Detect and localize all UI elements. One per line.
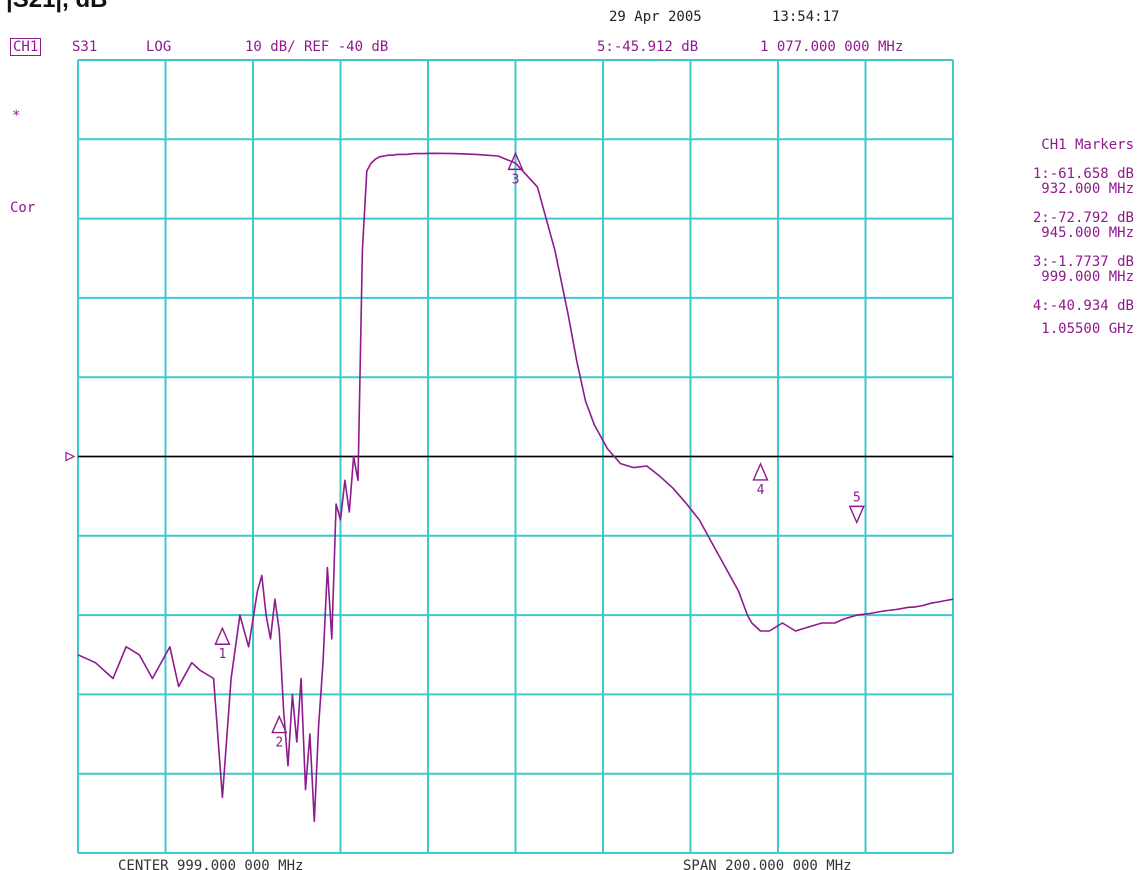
- marker-value: 1:-61.658 dB: [1032, 166, 1134, 182]
- channel-badge[interactable]: CH1: [10, 38, 42, 56]
- marker-1-label: 1: [218, 647, 226, 662]
- date-label: 29 Apr 2005: [609, 9, 702, 25]
- series-line: [77, 152, 954, 823]
- marker-5-label: 5: [853, 490, 861, 505]
- marker-entry-1: 1:-61.658 dB 932.000 MHz: [1000, 167, 1134, 197]
- marker-entry-3: 3:-1.7737 dB 999.000 MHz: [1000, 255, 1134, 285]
- marker-frequency: 999.000 MHz: [1041, 269, 1134, 285]
- active-marker-frequency: 1 077.000 000 MHz: [760, 39, 904, 55]
- marker-frequency: 1.05500 GHz: [1041, 321, 1134, 337]
- axis-title: |S21|, dB: [6, 0, 107, 14]
- time-label: 13:54:17: [772, 9, 840, 25]
- format-label: LOG: [146, 39, 172, 55]
- marker-panel: CH1 Markers 1:-61.658 dB 932.000 MHz 2:-…: [1000, 138, 1134, 351]
- marker-frequency: 945.000 MHz: [1041, 225, 1134, 241]
- marker-4-symbol: [752, 462, 769, 481]
- marker-2-label: 2: [275, 736, 283, 751]
- marker-3-symbol: [507, 151, 524, 171]
- marker-5-symbol: [848, 505, 865, 525]
- active-marker-value: 5:-45.912 dB: [597, 39, 699, 55]
- marker-entry-4: 4:-40.934 dB 1.05500 GHz: [1000, 299, 1134, 337]
- scale-label: 10 dB/ REF -40 dB: [245, 39, 389, 55]
- marker-value: 2:-72.792 dB: [1032, 210, 1134, 226]
- correction-indicator: Cor: [10, 200, 36, 216]
- marker-2-symbol: [271, 714, 288, 734]
- marker-value: 3:-1.7737 dB: [1032, 254, 1134, 270]
- star-indicator: *: [12, 108, 21, 124]
- parameter-label: S31: [72, 39, 98, 55]
- marker-panel-title: CH1 Markers: [1041, 137, 1134, 153]
- marker-value: 4:-40.934 dB: [1032, 298, 1134, 314]
- center-frequency-label: CENTER 999.000 000 MHz: [118, 858, 304, 870]
- reference-level-arrow: [65, 451, 76, 462]
- marker-entry-2: 2:-72.792 dB 945.000 MHz: [1000, 211, 1134, 241]
- marker-frequency: 932.000 MHz: [1041, 181, 1134, 197]
- span-label: SPAN 200.000 000 MHz: [683, 858, 852, 870]
- marker-1-symbol: [214, 626, 231, 645]
- marker-3-label: 3: [512, 172, 520, 187]
- marker-4-label: 4: [757, 483, 765, 498]
- marker-layer: 1 2 3 4 5: [214, 151, 865, 751]
